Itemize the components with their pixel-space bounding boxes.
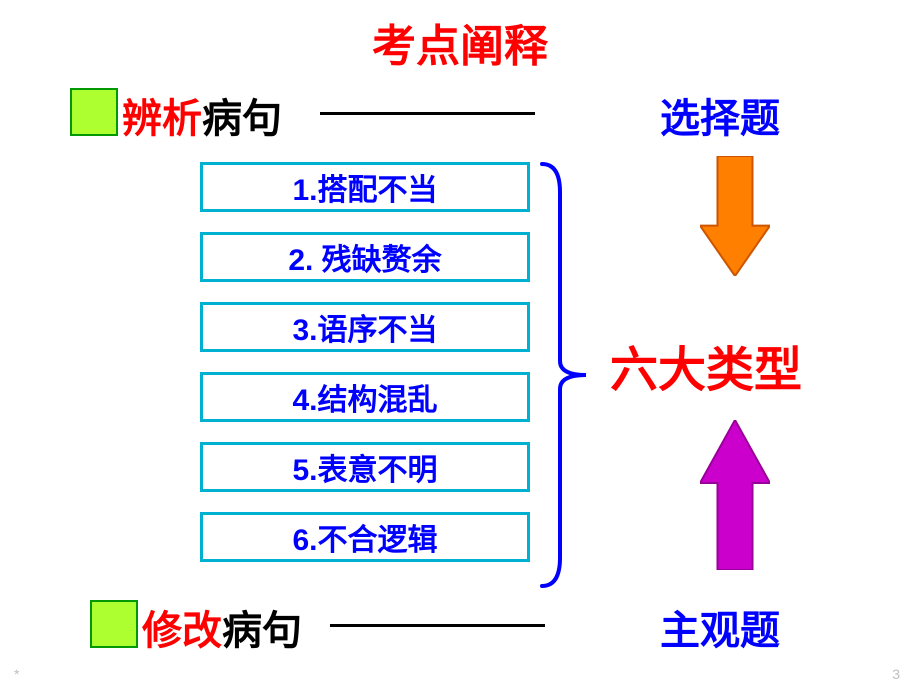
bottom-connector-line <box>330 624 545 627</box>
item-box-1: 1.搭配不当 <box>200 162 530 212</box>
item-box-2: 2. 残缺赘余 <box>200 232 530 282</box>
bottom-right-label: 主观题 <box>660 598 780 656</box>
top-label: 辨析病句 <box>122 86 282 144</box>
arrow-down-icon <box>700 156 770 276</box>
top-connector-line <box>320 112 535 115</box>
slide-title: 考点阐释 <box>0 10 920 74</box>
brace-icon <box>540 160 600 600</box>
title-text: 考点阐释 <box>372 22 548 71</box>
arrow-up-icon <box>700 420 770 570</box>
item-box-6: 6.不合逻辑 <box>200 512 530 562</box>
bullet-top <box>70 88 118 136</box>
item-box-3: 3.语序不当 <box>200 302 530 352</box>
six-types-label: 六大类型 <box>610 330 802 400</box>
bottom-label-part1: 修改 <box>142 609 222 653</box>
bottom-label: 修改病句 <box>142 598 302 656</box>
top-right-label: 选择题 <box>660 86 780 144</box>
footer-right: 3 <box>892 666 900 682</box>
footer-left: * <box>14 666 19 682</box>
bottom-label-part2: 病句 <box>222 609 302 653</box>
item-box-4: 4.结构混乱 <box>200 372 530 422</box>
top-label-part2: 病句 <box>202 97 282 141</box>
bullet-bottom <box>90 600 138 648</box>
item-box-5: 5.表意不明 <box>200 442 530 492</box>
top-label-part1: 辨析 <box>122 97 202 141</box>
